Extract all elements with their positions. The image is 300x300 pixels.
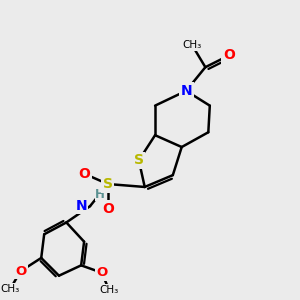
- Text: O: O: [78, 167, 90, 181]
- Text: S: S: [103, 177, 113, 191]
- Text: O: O: [96, 266, 107, 279]
- Text: O: O: [15, 265, 26, 278]
- Text: CH₃: CH₃: [1, 284, 20, 294]
- Text: CH₃: CH₃: [100, 286, 119, 296]
- Text: N: N: [180, 84, 192, 98]
- Text: S: S: [134, 153, 144, 167]
- Text: O: O: [102, 202, 114, 216]
- Text: O: O: [223, 48, 235, 62]
- Text: N: N: [76, 199, 88, 213]
- Text: H: H: [95, 188, 105, 201]
- Text: CH₃: CH₃: [182, 40, 202, 50]
